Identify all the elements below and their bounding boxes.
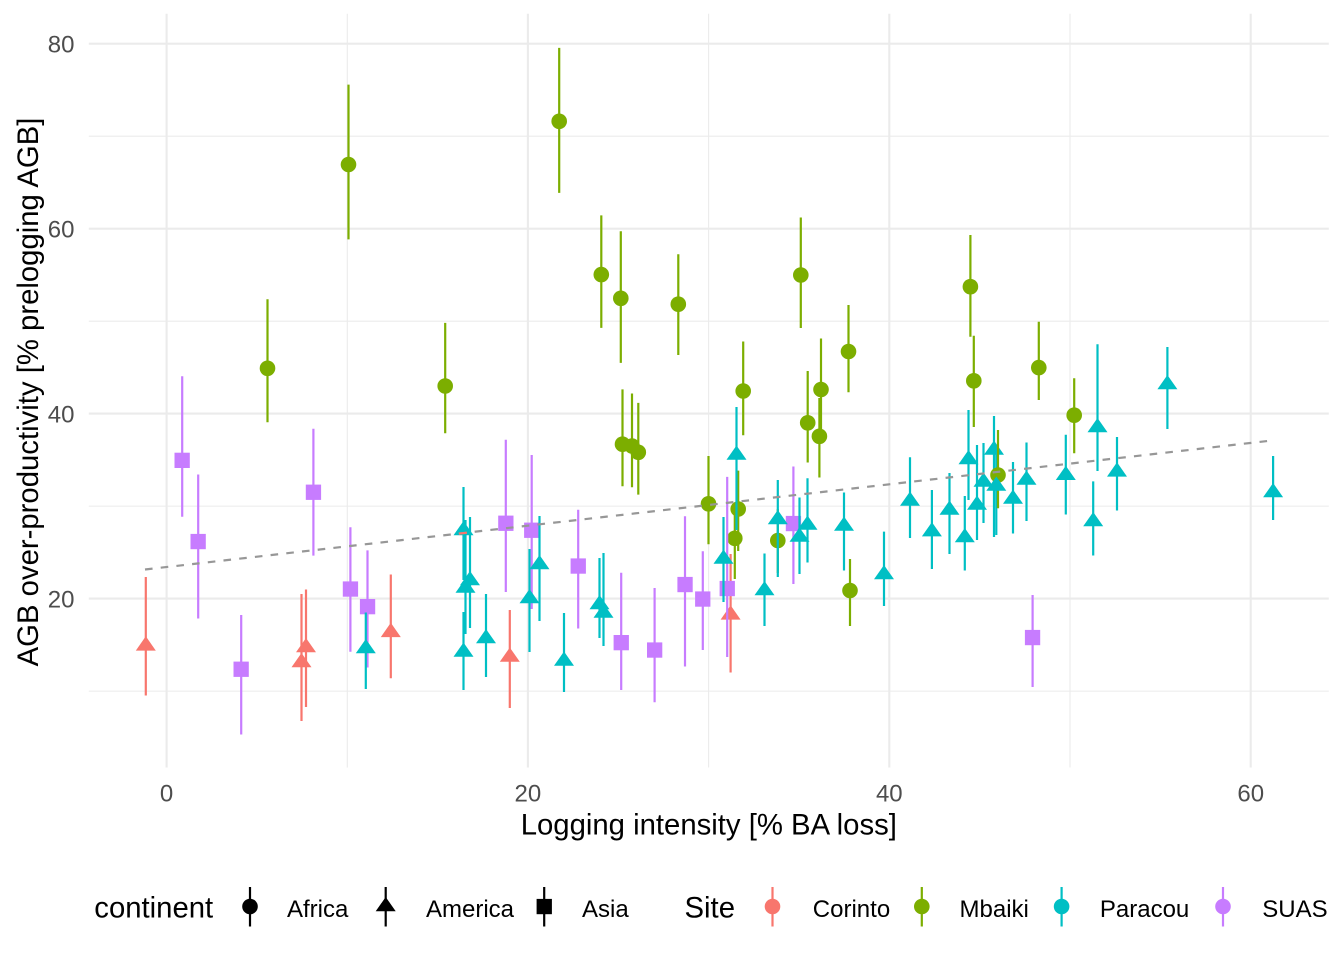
svg-text:Corinto: Corinto: [813, 896, 890, 923]
svg-text:80: 80: [48, 32, 75, 59]
svg-text:0: 0: [160, 780, 173, 807]
svg-text:40: 40: [48, 402, 75, 429]
svg-text:40: 40: [876, 780, 903, 807]
svg-text:Paracou: Paracou: [1100, 896, 1189, 923]
svg-text:Africa: Africa: [287, 896, 349, 923]
svg-text:Mbaiki: Mbaiki: [960, 896, 1029, 923]
svg-text:Logging intensity [% BA loss]: Logging intensity [% BA loss]: [521, 809, 897, 842]
svg-text:20: 20: [515, 780, 542, 807]
svg-text:SUAS: SUAS: [1262, 896, 1327, 923]
svg-text:60: 60: [48, 217, 75, 244]
svg-text:America: America: [426, 896, 515, 923]
svg-text:60: 60: [1237, 780, 1264, 807]
svg-text:continent: continent: [94, 892, 213, 925]
svg-text:Asia: Asia: [582, 896, 629, 923]
svg-text:AGB over-productivity [% prelo: AGB over-productivity [% prelogging AGB]: [12, 118, 45, 667]
svg-text:Site: Site: [685, 892, 735, 925]
svg-text:20: 20: [48, 587, 75, 614]
